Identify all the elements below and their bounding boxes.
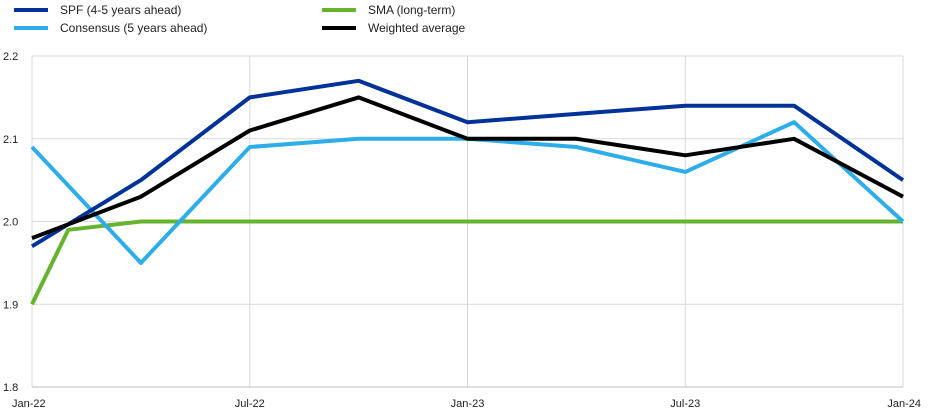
chart-legend: SPF (4-5 years ahead) Consensus (5 years… xyxy=(0,2,945,42)
x-tick-label: Jan-22 xyxy=(12,398,46,410)
legend-item-consensus: Consensus (5 years ahead) xyxy=(14,20,207,36)
legend-label-sma: SMA (long-term) xyxy=(368,3,456,17)
legend-label-weighted: Weighted average xyxy=(368,21,466,35)
legend-item-sma: SMA (long-term) xyxy=(322,2,455,18)
y-tick-label: 2.2 xyxy=(3,51,18,63)
legend-item-weighted: Weighted average xyxy=(322,20,465,36)
series-line-0 xyxy=(30,78,905,249)
x-tick-label: Jul-22 xyxy=(235,398,265,410)
legend-label-spf: SPF (4-5 years ahead) xyxy=(60,3,182,17)
y-tick-label: 1.9 xyxy=(3,299,18,311)
y-tick-label: 1.8 xyxy=(3,382,18,394)
series-line-3 xyxy=(31,95,904,240)
legend-swatch-consensus xyxy=(14,26,48,30)
x-tick-label: Jan-24 xyxy=(887,398,921,410)
legend-label-consensus: Consensus (5 years ahead) xyxy=(60,21,208,35)
x-tick-label: Jan-23 xyxy=(451,398,485,410)
legend-item-spf: SPF (4-5 years ahead) xyxy=(14,2,181,18)
legend-swatch-spf xyxy=(14,8,48,12)
legend-swatch-weighted xyxy=(322,26,356,30)
x-tick-label: Jul-23 xyxy=(670,398,700,410)
legend-swatch-sma xyxy=(322,8,356,12)
y-tick-label: 2.1 xyxy=(3,134,18,146)
y-tick-label: 2.0 xyxy=(3,217,18,229)
